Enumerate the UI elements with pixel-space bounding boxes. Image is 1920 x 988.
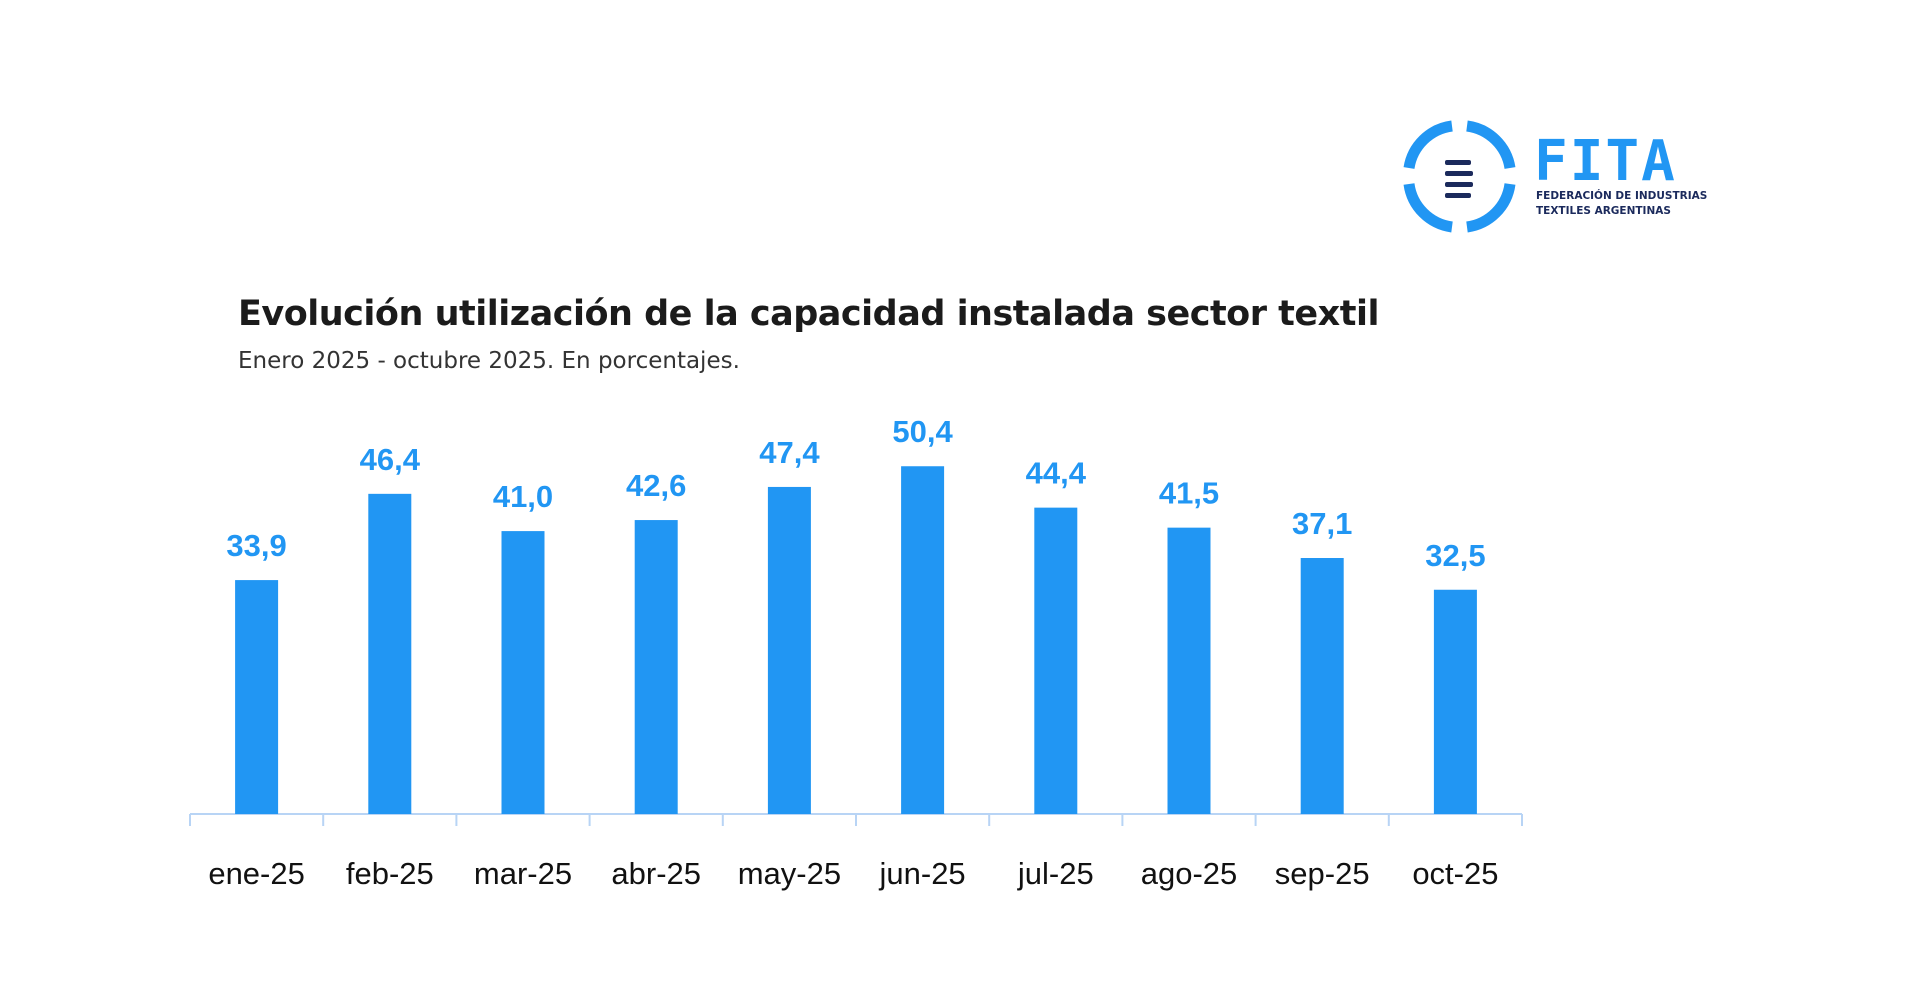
data-label: 37,1 xyxy=(1292,506,1352,541)
x-tick-label: ene-25 xyxy=(208,856,305,891)
bar-sep-25 xyxy=(1300,558,1344,814)
logo-ring-icon xyxy=(1403,120,1516,233)
data-label: 47,4 xyxy=(759,435,820,470)
bar-oct-25 xyxy=(1433,589,1477,814)
logo-name: FITA xyxy=(1534,129,1677,194)
x-tick-label: sep-25 xyxy=(1275,856,1370,891)
chart-title: Evolución utilización de la capacidad in… xyxy=(238,294,1379,334)
x-tick-label: jun-25 xyxy=(879,856,966,891)
logo-line2: TEXTILES ARGENTINAS xyxy=(1536,205,1671,217)
data-label: 41,0 xyxy=(493,479,553,514)
x-tick-label: ago-25 xyxy=(1141,856,1238,891)
x-tick-label: may-25 xyxy=(738,856,841,891)
x-tick-label: oct-25 xyxy=(1412,856,1498,891)
data-label: 50,4 xyxy=(892,414,953,449)
data-label: 46,4 xyxy=(360,442,421,477)
fita-logo: FITA FEDERACIÓN DE INDUSTRIAS TEXTILES A… xyxy=(1403,120,1707,233)
bar-ago-25 xyxy=(1167,527,1211,814)
x-tick-label: jul-25 xyxy=(1017,856,1094,891)
bar-may-25 xyxy=(767,486,811,814)
x-tick-label: mar-25 xyxy=(474,856,572,891)
x-tick-label: abr-25 xyxy=(611,856,701,891)
chart-subtitle: Enero 2025 - octubre 2025. En porcentaje… xyxy=(238,348,740,374)
data-label: 32,5 xyxy=(1425,538,1485,573)
x-tick-label: feb-25 xyxy=(346,856,434,891)
bar-abr-25 xyxy=(634,520,678,814)
bar-jun-25 xyxy=(901,466,945,814)
data-label: 41,5 xyxy=(1159,476,1219,511)
logo-stripes-icon xyxy=(1445,160,1473,198)
logo-line1: FEDERACIÓN DE INDUSTRIAS xyxy=(1536,189,1707,202)
bar-mar-25 xyxy=(501,531,545,814)
data-label: 42,6 xyxy=(626,468,686,503)
data-label: 44,4 xyxy=(1026,456,1087,491)
bar-jul-25 xyxy=(1034,507,1078,814)
bar-feb-25 xyxy=(368,493,412,814)
data-label: 33,9 xyxy=(226,528,286,563)
bar-ene-25 xyxy=(235,580,279,814)
